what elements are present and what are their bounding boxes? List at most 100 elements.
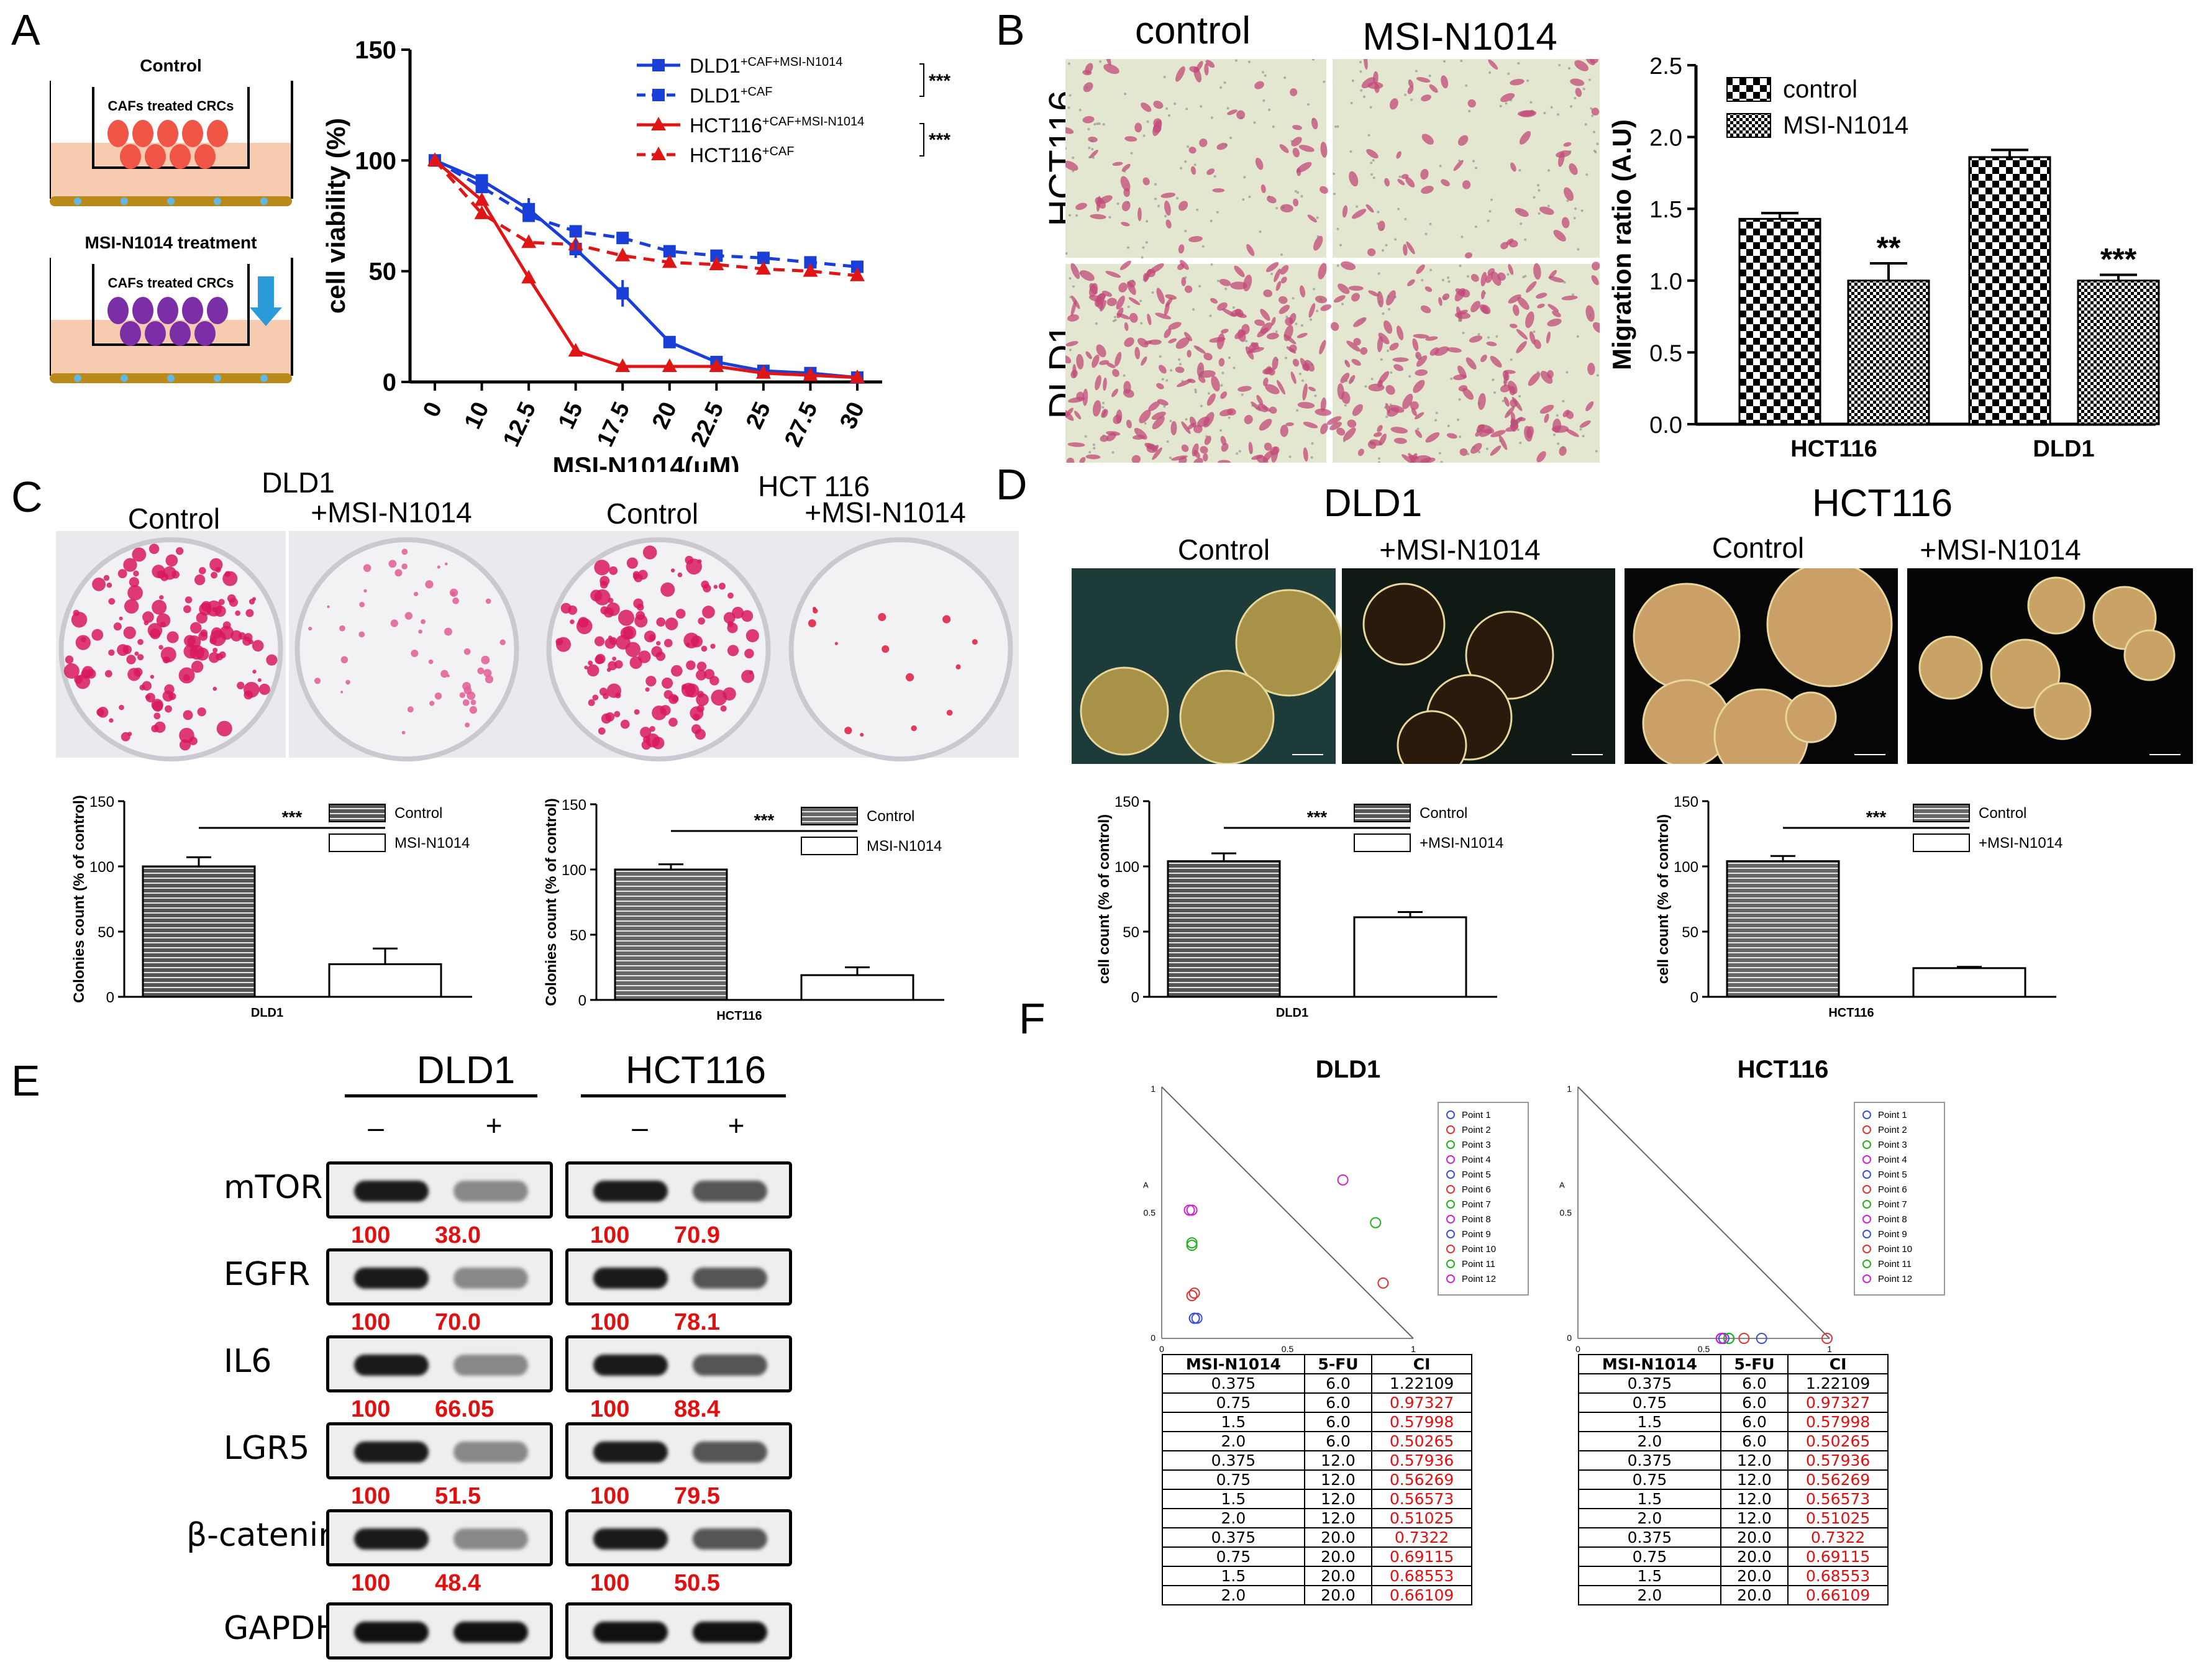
legend-swatch bbox=[1726, 113, 1771, 138]
colony bbox=[727, 645, 739, 656]
migrated-cell bbox=[1570, 78, 1585, 86]
pore-dot bbox=[1262, 99, 1265, 102]
colony bbox=[710, 643, 716, 649]
migrated-cell bbox=[1368, 290, 1379, 297]
ci-cell: 12.0 bbox=[1720, 1450, 1789, 1471]
legend-swatch bbox=[801, 837, 858, 855]
migrated-cell bbox=[1181, 444, 1189, 452]
ci-table-row: 2.0 20.0 0.66109 bbox=[1162, 1585, 1472, 1605]
data-point bbox=[1183, 1204, 1195, 1216]
colony bbox=[668, 717, 678, 727]
pore-dot bbox=[1441, 278, 1444, 281]
migrated-cell bbox=[1480, 355, 1487, 363]
colony bbox=[844, 727, 852, 735]
data-point bbox=[1370, 1217, 1382, 1228]
migrated-cell bbox=[1230, 281, 1247, 290]
migrated-cell bbox=[1121, 163, 1131, 172]
colony bbox=[709, 676, 719, 686]
migrated-cell bbox=[1498, 435, 1508, 450]
x-tick-label: 17.5 bbox=[592, 398, 635, 451]
data-point bbox=[803, 367, 818, 381]
migrated-cell bbox=[1152, 447, 1162, 460]
e-blot-dld1 bbox=[326, 1335, 553, 1392]
ci-cell: 1.5 bbox=[1162, 1566, 1305, 1586]
migrated-cell bbox=[1351, 209, 1367, 219]
y-tick-label: 150 bbox=[1674, 794, 1698, 810]
panel-f-ci-table-hct116: MSI-N1014 5-FU CI 0.375 6.0 1.22109 0.75 6.0 0.9… bbox=[1578, 1354, 1889, 1605]
colony bbox=[429, 701, 435, 706]
y-tick-label: 0 bbox=[106, 989, 114, 1006]
migrated-cell bbox=[1082, 70, 1092, 76]
ci-cell: 12.0 bbox=[1720, 1508, 1789, 1528]
pore-dot bbox=[1487, 336, 1490, 339]
migrated-cell bbox=[1164, 328, 1172, 338]
e-protein-label: mTOR bbox=[224, 1169, 323, 1206]
y-tick-label: 100 bbox=[355, 147, 396, 175]
migrated-cell bbox=[1320, 142, 1328, 158]
c-group-label-dld1: DLD1 bbox=[262, 466, 335, 499]
migrated-cell bbox=[1361, 77, 1375, 89]
colony bbox=[152, 599, 167, 615]
pore-dot bbox=[1596, 142, 1599, 145]
colony bbox=[358, 631, 365, 638]
migrated-cell bbox=[1221, 308, 1236, 317]
pore-dot bbox=[1364, 385, 1367, 388]
migrated-cell bbox=[1254, 81, 1264, 89]
pore-dot bbox=[1163, 75, 1166, 78]
y-tick-label: 0.5 bbox=[1144, 1208, 1156, 1218]
pore-dot bbox=[1268, 108, 1271, 111]
e-cell-line-hct116: HCT116 bbox=[625, 1049, 767, 1092]
y-tick-label: 1 bbox=[1567, 1084, 1572, 1094]
ci-table-row: 0.375 6.0 1.22109 bbox=[1578, 1373, 1889, 1394]
migrated-cell bbox=[1424, 286, 1433, 293]
ci-cell: 2.0 bbox=[1162, 1431, 1305, 1451]
colony bbox=[390, 619, 398, 627]
colony bbox=[113, 622, 122, 631]
legend-swatch bbox=[1913, 833, 1970, 852]
pore-dot bbox=[1485, 447, 1488, 450]
migrated-cell bbox=[1297, 402, 1315, 409]
colony bbox=[663, 638, 673, 648]
migrated-cell bbox=[1075, 202, 1087, 211]
colony bbox=[463, 648, 471, 655]
y-axis-title: cell viability (%) bbox=[321, 118, 350, 314]
colony bbox=[119, 704, 124, 711]
colony bbox=[560, 602, 572, 614]
colony bbox=[723, 612, 736, 624]
migrated-cell bbox=[1526, 426, 1534, 438]
migrated-cell bbox=[1392, 357, 1409, 362]
pore-dot bbox=[1429, 222, 1432, 225]
migrated-cell bbox=[1065, 355, 1072, 364]
colony bbox=[65, 655, 74, 664]
pore-dot bbox=[1139, 299, 1142, 302]
y-tick-label: 1 bbox=[1151, 1084, 1155, 1094]
panel-a-schematic: Control CAFs treated CRCs MSI-N1014 trea… bbox=[50, 56, 293, 383]
pore-dot bbox=[1142, 134, 1146, 137]
e-band-quant: 50.5 bbox=[674, 1570, 720, 1596]
migrated-cell bbox=[1386, 290, 1396, 306]
ci-cell: 0.75 bbox=[1162, 1469, 1305, 1490]
migrated-cell bbox=[1319, 340, 1326, 355]
pore-dot bbox=[1439, 165, 1442, 168]
pore-dot bbox=[1474, 166, 1477, 170]
colony bbox=[584, 665, 588, 670]
panel-f-ci-table-dld1: MSI-N1014 5-FU CI 0.375 6.0 1.22109 0.75 6.0 0.9… bbox=[1162, 1354, 1472, 1605]
legend-marker bbox=[1446, 1215, 1455, 1224]
y-axis-title: Colonies count (% of control) bbox=[71, 795, 88, 1003]
pore-dot bbox=[1434, 419, 1438, 422]
data-point bbox=[475, 181, 488, 194]
migrated-cell bbox=[1280, 265, 1289, 275]
data-point bbox=[662, 358, 677, 373]
protein-band bbox=[693, 1442, 767, 1463]
ci-table-row: 1.5 6.0 0.57998 bbox=[1578, 1412, 1889, 1432]
migrated-cell bbox=[1315, 408, 1332, 416]
pore-dot bbox=[1282, 206, 1285, 209]
pore-dot bbox=[1550, 106, 1553, 109]
migrated-cell bbox=[1421, 94, 1431, 102]
pore-dot bbox=[1242, 198, 1245, 201]
migrated-cell bbox=[1095, 197, 1106, 209]
pore-dot bbox=[1519, 442, 1522, 445]
migrated-cell bbox=[1070, 370, 1078, 379]
pore-dot bbox=[1313, 288, 1316, 291]
